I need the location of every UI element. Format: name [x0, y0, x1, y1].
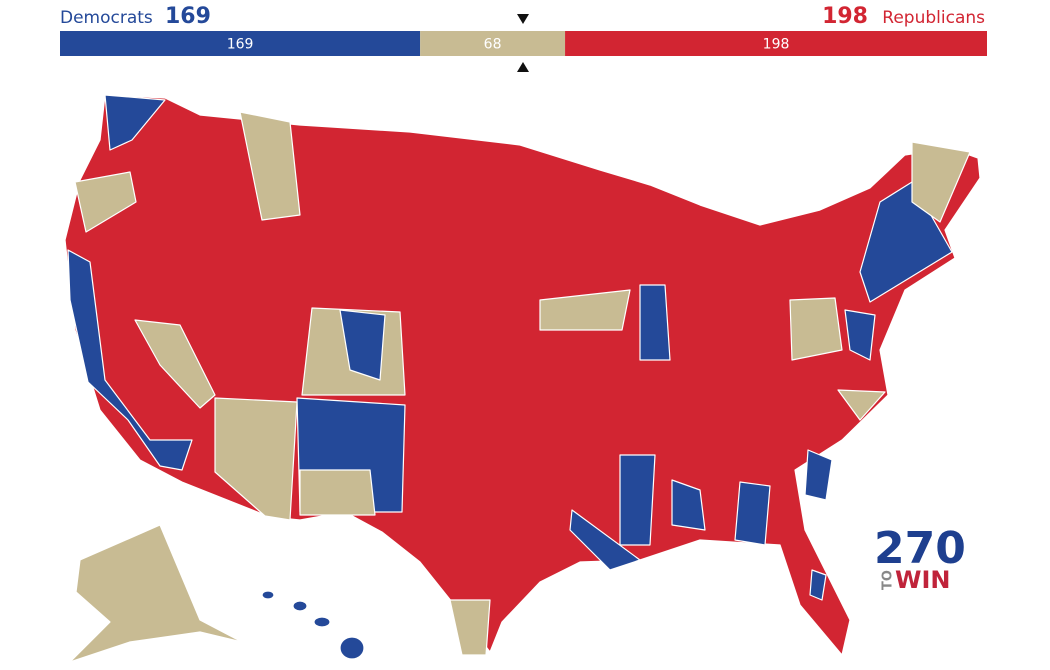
region: [67, 249, 193, 471]
logo-win: WIN: [895, 566, 951, 594]
alaska: [69, 524, 243, 663]
region: [639, 284, 671, 361]
bar-segment: [420, 31, 566, 56]
logo-number: 270: [874, 523, 966, 574]
region: [734, 481, 771, 546]
region: [104, 94, 166, 151]
hawaii: [339, 636, 365, 660]
region: [449, 599, 491, 656]
region: [74, 171, 137, 233]
region: [671, 479, 706, 531]
region: [804, 449, 833, 501]
region: [239, 111, 301, 221]
logo-to: TO: [881, 570, 896, 590]
region: [539, 289, 631, 331]
bar-segment-label: 68: [484, 37, 502, 53]
region: [809, 569, 827, 601]
midpoint-marker: [517, 14, 529, 24]
hawaii: [261, 590, 275, 600]
democrats-total: 169: [165, 4, 211, 29]
region: [134, 319, 216, 409]
region: [911, 141, 971, 223]
democrats-label: Democrats: [60, 8, 153, 28]
midpoint-marker: [517, 62, 529, 72]
region: [837, 389, 886, 421]
region: [789, 297, 843, 361]
bar-segment-label: 198: [763, 37, 790, 53]
region: [569, 509, 641, 571]
tally-bar: 169 68 198: [60, 31, 987, 56]
region: [214, 397, 298, 521]
region: [844, 309, 876, 361]
republicans-total: 198: [822, 4, 868, 29]
hawaii: [292, 600, 308, 612]
region: [339, 309, 386, 381]
hawaii: [313, 616, 331, 628]
bar-segment: [565, 31, 987, 56]
bar-segment: [60, 31, 421, 56]
us-map: [64, 94, 981, 663]
region: [299, 469, 376, 516]
republicans-label: Republicans: [882, 8, 985, 28]
bar-segment-label: 169: [227, 37, 254, 53]
region: [619, 454, 656, 546]
